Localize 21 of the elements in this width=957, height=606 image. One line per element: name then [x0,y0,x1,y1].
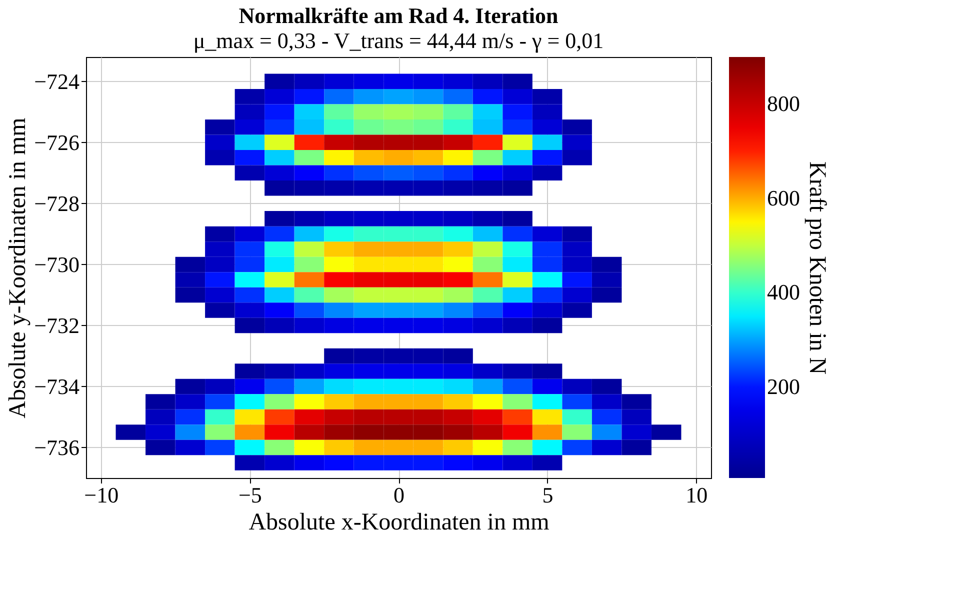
color-bar-label: 800 [767,91,800,116]
color-bar-label: 600 [767,185,800,210]
y-tick-label: −724 [34,68,80,94]
y-axis-title: Absolute y-Koordinaten in mm [5,117,32,418]
chart-subtitle: μ_max = 0,33 - V_trans = 44,44 m/s - γ = 0,01 [193,28,604,53]
color-bar-label: 200 [767,374,800,400]
y-tick-label: −726 [34,130,80,155]
x-tick-label: −5 [238,482,262,508]
x-tick-label: 10 [686,482,708,508]
x-tick-label: 0 [394,482,404,508]
x-axis-title: Absolute x-Koordinaten in mm [248,510,550,536]
color-bar-label: 400 [767,280,800,305]
y-tick-label: −736 [34,434,80,460]
y-tick-label: −732 [34,312,80,338]
y-tick-label: −728 [34,190,80,216]
y-tick-label: −734 [34,374,80,399]
x-tick-label: 5 [542,482,554,508]
color-bar-title: Kraft pro Knoten in N [804,161,830,375]
y-tick-label: −730 [34,252,80,277]
x-tick-label: −10 [84,482,119,508]
chart-title: Normalkräfte am Rad 4. Iteration [238,3,558,28]
